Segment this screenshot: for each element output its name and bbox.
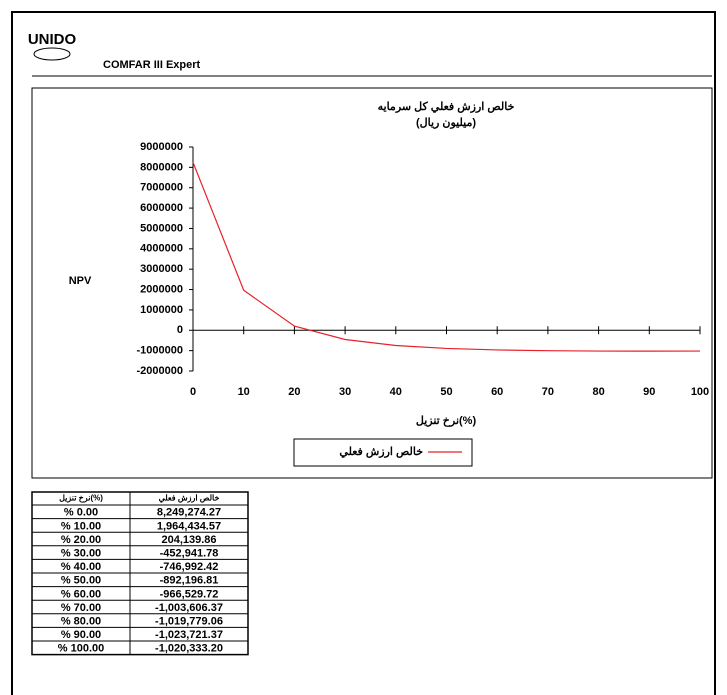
table-cell: % 40.00 — [61, 561, 101, 573]
x-axis-label: نرخ تنزيل(%) — [416, 415, 477, 427]
table-cell: -892,196.81 — [160, 575, 219, 587]
y-tick-label: -1000000 — [137, 345, 184, 357]
x-tick-label: 30 — [339, 386, 351, 398]
x-tick-label: 90 — [643, 386, 655, 398]
x-tick-label: 70 — [542, 386, 554, 398]
legend-label: خالص ارزش فعلي — [339, 446, 423, 459]
table-cell: -1,003,606.37 — [155, 602, 223, 614]
table-cell: % 80.00 — [61, 616, 101, 628]
table-header-cell: خالص ارزش فعلي — [159, 494, 220, 504]
table-cell: -1,019,779.06 — [155, 616, 223, 628]
table-cell: 8,249,274.27 — [157, 507, 221, 519]
y-tick-label: 4000000 — [140, 243, 183, 255]
table-header-cell: نرخ تنزيل(%) — [59, 494, 103, 504]
table-cell: % 20.00 — [61, 534, 101, 546]
y-tick-label: 7000000 — [140, 182, 183, 194]
y-tick-label: 5000000 — [140, 222, 183, 234]
y-tick-label: 6000000 — [140, 202, 183, 214]
table-cell: % 30.00 — [61, 548, 101, 560]
x-tick-label: 20 — [288, 386, 300, 398]
table-cell: % 50.00 — [61, 575, 101, 587]
x-tick-label: 0 — [190, 386, 196, 398]
chart-frame — [31, 87, 713, 479]
table-cell: -1,023,721.37 — [155, 629, 223, 641]
y-tick-label: 0 — [177, 324, 183, 336]
table-cell: 204,139.86 — [161, 534, 216, 546]
table-cell: % 70.00 — [61, 602, 101, 614]
x-tick-label: 50 — [440, 386, 452, 398]
table-cell: % 10.00 — [61, 520, 101, 532]
chart-subtitle: (ميليون ريال) — [416, 117, 476, 129]
table-cell: -1,020,333.20 — [155, 643, 223, 655]
y-tick-label: 3000000 — [140, 263, 183, 275]
table-cell: % 90.00 — [61, 629, 101, 641]
x-tick-label: 40 — [390, 386, 402, 398]
table-cell: % 60.00 — [61, 588, 101, 600]
x-tick-label: 80 — [592, 386, 604, 398]
table-cell: % 0.00 — [64, 507, 98, 519]
x-tick-label: 60 — [491, 386, 503, 398]
y-axis-label: NPV — [69, 275, 92, 287]
table-cell: -746,992.42 — [160, 561, 219, 573]
table-cell: 1,964,434.57 — [157, 520, 221, 532]
data-line — [192, 162, 701, 352]
y-tick-label: 8000000 — [140, 161, 183, 173]
x-tick-label: 100 — [691, 386, 709, 398]
table-cell: -966,529.72 — [160, 588, 219, 600]
logo: UNIDO — [28, 31, 77, 48]
table-cell: % 100.00 — [58, 643, 104, 655]
x-tick-label: 10 — [238, 386, 250, 398]
legend — [293, 438, 473, 467]
logo-emblem — [33, 47, 71, 61]
page-frame — [11, 11, 716, 695]
y-tick-label: 9000000 — [140, 141, 183, 153]
product-name: COMFAR III Expert — [103, 59, 201, 71]
y-tick-label: 1000000 — [140, 304, 183, 316]
y-tick-label: -2000000 — [137, 365, 184, 377]
y-tick-label: 2000000 — [140, 283, 183, 295]
table-cell: -452,941.78 — [160, 548, 219, 560]
chart-title: خالص ارزش فعلي كل سرمايه — [378, 101, 515, 114]
